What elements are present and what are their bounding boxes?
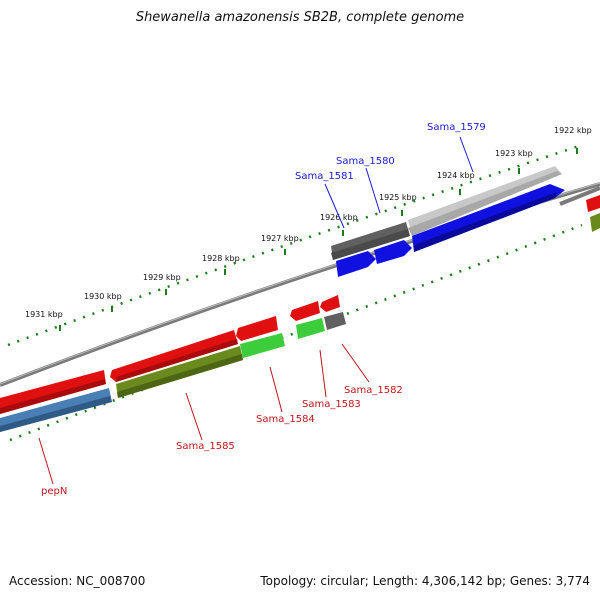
- gene-partial-olive: [590, 213, 600, 232]
- major-ticks: [59, 148, 578, 331]
- tick-label-1928: 1928 kbp: [202, 254, 240, 263]
- gene-partial-red: [586, 195, 600, 212]
- tick-label-1924: 1924 kbp: [437, 171, 475, 180]
- gene-label-pepN: pepN: [41, 486, 67, 497]
- tick-label-1931: 1931 kbp: [25, 310, 63, 319]
- accession-text: Accession: NC_008700: [9, 574, 146, 588]
- tick-label-1927: 1927 kbp: [261, 234, 299, 243]
- gene-label-sama-1583: Sama_1583: [302, 399, 361, 410]
- reverse-label-leaders: [38, 343, 370, 485]
- tick-label-1926: 1926 kbp: [320, 213, 358, 222]
- tick-label-1930: 1930 kbp: [84, 292, 122, 301]
- gene-sama-1580: [374, 240, 412, 264]
- leader-sama-1582: [341, 343, 370, 383]
- gene-cog-sama-1580-1581-shade: [331, 229, 410, 260]
- gene-label-sama-1579: Sama_1579: [427, 122, 486, 133]
- forward-genes: [331, 166, 600, 277]
- leader-sama-1580: [365, 167, 381, 214]
- gene-sama-1579-shade: [414, 192, 557, 252]
- gene-sama-1581: [336, 251, 376, 277]
- gene-pepN-shade: [0, 379, 106, 414]
- tick-label-1922: 1922 kbp: [554, 126, 592, 135]
- gene-sama-1584: [236, 316, 278, 341]
- leader-sama-1584: [269, 366, 283, 413]
- map-title: Shewanella amazonensis SB2B, complete ge…: [135, 10, 465, 25]
- gene-label-sama-1585: Sama_1585: [176, 441, 235, 452]
- gene-sama-1582: [320, 295, 340, 312]
- gene-label-sama-1584: Sama_1584: [256, 414, 315, 425]
- gene-cog-sama-1585-shade: [117, 354, 243, 398]
- genome-backbone-right: [559, 186, 600, 206]
- leader-sama-1581: [324, 183, 345, 229]
- gene-label-sama-1582: Sama_1582: [344, 385, 403, 396]
- forward-label-leaders: [324, 136, 474, 229]
- leader-sama-1579: [459, 136, 474, 173]
- gene-cog-sama-1584: [240, 333, 285, 358]
- leader-sama-1583: [319, 349, 327, 398]
- gene-cog-sama-1582: [324, 312, 346, 330]
- gene-label-sama-1580: Sama_1580: [336, 156, 395, 167]
- leader-pepN: [38, 437, 54, 485]
- tick-label-1925: 1925 kbp: [379, 193, 417, 202]
- gene-cog-pepN-shade: [0, 396, 112, 432]
- reverse-tick-ring: [9, 223, 583, 442]
- gene-labels: Sama_1579 Sama_1580 Sama_1581 Sama_1582 …: [41, 122, 486, 497]
- gene-label-sama-1581: Sama_1581: [295, 171, 354, 182]
- genome-summary-text: Topology: circular; Length: 4,306,142 bp…: [260, 574, 590, 588]
- gene-cog-sama-1583: [296, 318, 325, 339]
- reverse-genes: [0, 295, 346, 432]
- gene-sama-1585-shade: [116, 339, 238, 382]
- gene-cog-sama-1579-shade: [408, 171, 562, 236]
- tick-label-1923: 1923 kbp: [495, 149, 533, 158]
- gene-sama-1583: [290, 301, 320, 321]
- tick-label-1929: 1929 kbp: [143, 273, 181, 282]
- leader-sama-1585: [185, 392, 203, 441]
- scale-labels: 1922 kbp 1923 kbp 1924 kbp 1925 kbp 1926…: [25, 126, 592, 319]
